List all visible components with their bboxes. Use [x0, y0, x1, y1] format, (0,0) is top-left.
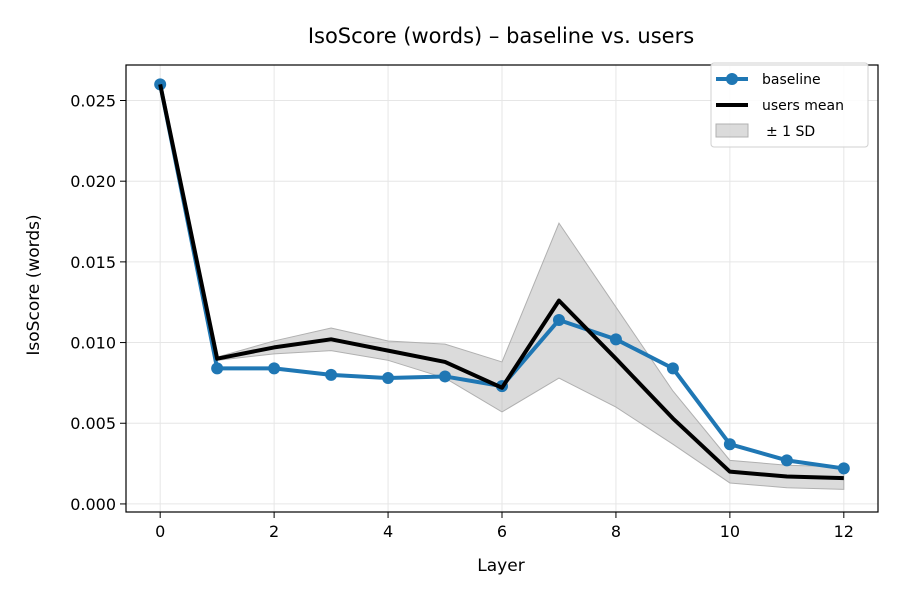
x-tick-label: 0	[155, 522, 165, 541]
baseline-point	[382, 372, 395, 385]
baseline-point	[325, 368, 338, 381]
y-axis-ticks: 0.000 0.005 0.010 0.015 0.020 0.025	[70, 92, 126, 514]
baseline-point	[211, 362, 224, 375]
x-tick-label: 10	[720, 522, 740, 541]
legend-sd-label: ± 1 SD	[766, 124, 815, 140]
baseline-point	[723, 438, 736, 451]
x-tick-label: 4	[383, 522, 393, 541]
legend-box	[710, 62, 869, 148]
y-tick-label: 0.015	[70, 253, 116, 272]
baseline-point	[439, 370, 452, 383]
legend-sd-swatch	[715, 123, 749, 138]
chart-title: IsoScore (words) – baseline vs. users	[308, 24, 694, 48]
legend-users-mean-label: users mean	[762, 98, 844, 114]
y-tick-label: 0.010	[70, 334, 116, 353]
baseline-point	[552, 313, 565, 326]
y-axis-label: IsoScore (words)	[24, 214, 44, 355]
x-axis-label: Layer	[477, 556, 524, 576]
y-tick-label: 0.025	[70, 92, 116, 111]
baseline-point	[609, 333, 622, 346]
x-tick-label: 6	[497, 522, 507, 541]
x-axis-ticks: 0 2 4 6 8 10 12	[155, 512, 854, 541]
baseline-point	[666, 362, 679, 375]
legend-baseline-marker	[726, 73, 738, 85]
x-tick-label: 2	[269, 522, 279, 541]
users-mean-line	[158, 83, 844, 481]
y-tick-label: 0.000	[70, 495, 116, 514]
y-tick-label: 0.005	[70, 414, 116, 433]
legend-baseline-label: baseline	[762, 72, 821, 88]
x-tick-label: 12	[834, 522, 854, 541]
x-tick-label: 8	[611, 522, 621, 541]
baseline-point	[780, 454, 793, 467]
baseline-point	[268, 362, 281, 375]
series-lines	[154, 78, 850, 481]
legend: baseline users mean ± 1 SD	[710, 62, 869, 148]
y-tick-label: 0.020	[70, 172, 116, 191]
baseline-point	[837, 462, 850, 475]
